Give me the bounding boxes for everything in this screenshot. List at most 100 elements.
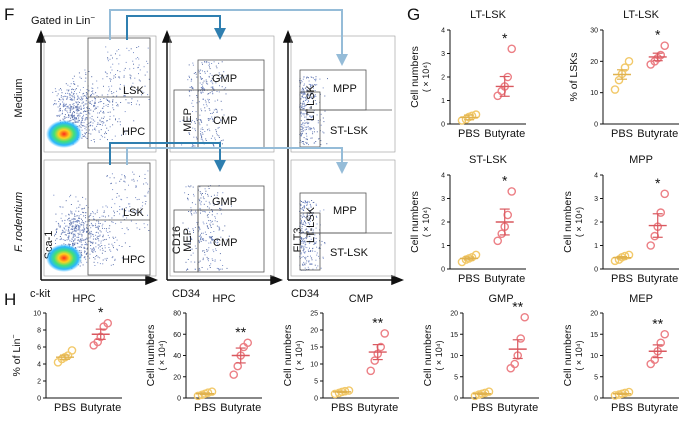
arrow-hpc-to-progenitors-1: [126, 15, 226, 40]
x-category-label: PBS: [194, 402, 216, 414]
significance-marker: *: [502, 172, 508, 188]
x-category-label: PBS: [611, 273, 633, 285]
y-tick-label: 1: [594, 243, 598, 250]
data-point-pbs: [610, 85, 620, 94]
y-tick-label: 4: [441, 28, 445, 35]
gating-axes: [35, 29, 405, 286]
significance-marker: **: [512, 298, 523, 314]
y-axis-label: Cell numbers: [562, 325, 574, 387]
significance-marker: **: [372, 314, 383, 330]
x-category-label: PBS: [54, 402, 76, 414]
y-tick-label: 20: [173, 374, 181, 381]
data-point-butyrate: [370, 356, 380, 365]
x-category-label: PBS: [458, 128, 480, 140]
gate-mpp-1: MPP: [333, 83, 357, 95]
gate-st-lsk-1: ST-LSK: [330, 125, 369, 137]
y-tick-label: 2: [441, 75, 445, 82]
chart-title: MPP: [629, 154, 653, 166]
data-point-butyrate: [646, 241, 656, 250]
significance-marker: *: [655, 175, 661, 191]
significance-marker: *: [655, 27, 661, 43]
data-point-butyrate: [516, 334, 526, 343]
gate-lt-lsk-1: LT-LSK: [305, 84, 317, 121]
gate-mep-2: MEP: [182, 228, 194, 252]
y-tick-label: 60: [173, 332, 181, 339]
y-tick-label: 4: [441, 173, 445, 180]
chart-title: MEP: [629, 293, 653, 305]
data-point-butyrate: [650, 355, 660, 365]
y-tick-label: 15: [590, 332, 598, 339]
density-hotspot: [46, 244, 82, 272]
y-axis-unit: ( × 10⁴): [157, 340, 167, 370]
gates-row2: [87, 162, 392, 276]
y-tick-label: 10: [450, 353, 458, 360]
y-tick-label: 0: [454, 396, 458, 403]
y-axis-label: Cell numbers: [282, 325, 294, 387]
y-tick-label: 5: [454, 374, 458, 381]
x-category-label: Butyrate: [484, 273, 525, 285]
dot-plot-h3: CMP 0 5 10 15 20 25 PBS Butyrate Cell numbers( × …: [282, 293, 399, 414]
data-point-butyrate: [660, 189, 670, 199]
y-tick-label: 0: [441, 267, 445, 274]
x-category-label: PBS: [611, 128, 633, 140]
gate-gmp-1: GMP: [212, 73, 237, 85]
y-tick-label: 3: [441, 196, 445, 203]
y-axis-unit: ( × 10⁴): [421, 62, 431, 92]
y-tick-label: 15: [310, 345, 318, 352]
panel-label-g: G: [407, 5, 420, 24]
y-tick-label: 20: [310, 328, 318, 335]
y-tick-label: 8: [37, 328, 41, 335]
gate-gmp-2: GMP: [212, 196, 237, 208]
y-tick-label: 0: [314, 396, 318, 403]
gate-lsk-1: LSK: [123, 85, 144, 97]
y-tick-label: 1: [441, 98, 445, 105]
data-point-pbs: [67, 346, 77, 355]
data-point-butyrate: [506, 363, 516, 373]
data-point-butyrate: [660, 41, 670, 50]
chart-title: HPC: [212, 293, 235, 305]
dot-plot-g3: ST-LSK 0 1 2 3 4 PBS Butyrate Cell numbers( × 10…: [409, 154, 526, 285]
data-point-pbs: [344, 386, 354, 395]
y-tick-label: 40: [173, 353, 181, 360]
data-point-butyrate: [493, 236, 503, 246]
significance-marker: **: [652, 315, 663, 331]
gate-lt-lsk-2: LT-LSK: [305, 206, 317, 243]
data-point-butyrate: [103, 318, 113, 328]
density-hotspot: [46, 120, 82, 148]
dot-plot-g2: LT-LSK 0 10 20 30 PBS Butyrate % of LSKs *: [568, 9, 679, 140]
x-category-label: PBS: [331, 402, 353, 414]
x-category-label: PBS: [471, 402, 493, 414]
y-tick-label: 25: [310, 311, 318, 318]
y-tick-label: 30: [590, 28, 598, 35]
data-point-pbs: [207, 387, 217, 396]
gate-lsk-2: LSK: [123, 207, 144, 219]
significance-marker: *: [502, 30, 508, 46]
flow-plot: [169, 35, 275, 153]
x-category-label: Butyrate: [357, 402, 398, 414]
y-tick-label: 5: [314, 379, 318, 386]
gating-xlabel-1: c-kit: [30, 288, 50, 300]
data-point-butyrate: [229, 370, 239, 379]
dot-plots: LT-LSK 0 1 2 3 4 PBS Butyrate Cell numbers ( × 10…: [11, 9, 679, 414]
y-tick-label: 15: [450, 332, 458, 339]
y-tick-label: 2: [441, 220, 445, 227]
dot-plot-h5: MEP 0 5 10 15 20 PBS Butyrate Cell numbers( × 10…: [562, 293, 679, 414]
data-point-butyrate: [507, 44, 517, 54]
data-point-butyrate: [243, 338, 253, 348]
y-tick-label: 2: [37, 379, 41, 386]
gating-arrows: [109, 9, 348, 174]
x-category-label: PBS: [458, 273, 480, 285]
data-point-pbs: [624, 387, 634, 397]
data-point-butyrate: [380, 329, 390, 338]
gate-st-lsk-2: ST-LSK: [330, 247, 369, 259]
x-category-label: Butyrate: [80, 402, 121, 414]
gate-cmp-2: CMP: [213, 237, 237, 249]
y-tick-label: 4: [37, 362, 41, 369]
y-tick-label: 0: [441, 122, 445, 129]
y-axis-unit: ( × 10⁴): [574, 207, 584, 237]
y-axis-label: Cell numbers: [422, 325, 434, 387]
data-point-pbs: [620, 63, 630, 72]
dot-plot-g4: MPP 0 1 2 3 4 PBS Butyrate Cell numbers( × 10⁴) *: [562, 154, 679, 285]
x-category-label: Butyrate: [497, 402, 538, 414]
dot-plot-h4: GMP 0 5 10 15 20 PBS Butyrate Cell numbers( × 10…: [422, 293, 539, 414]
